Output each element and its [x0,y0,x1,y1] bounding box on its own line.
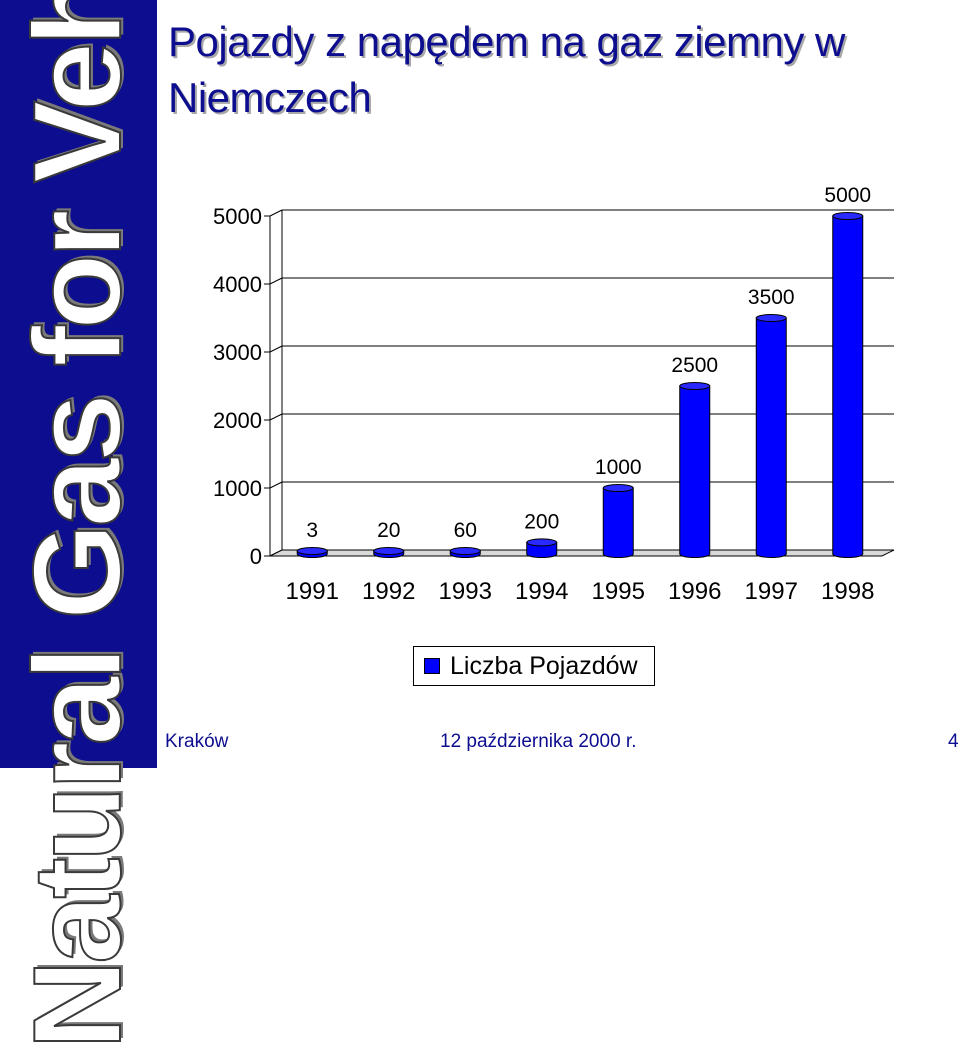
bar-top-1994 [526,538,558,547]
chart-legend: Liczba Pojazdów [413,646,655,686]
x-tick-label-1998: 1998 [821,578,874,605]
bar-1994 [526,541,558,558]
y-tick-label: 4000 [213,272,262,297]
data-label-1992: 20 [377,519,400,542]
bar-top-1998 [832,212,864,220]
bar-1997 [755,317,787,558]
slide-title: Pojazdy z napędem na gaz ziemny w Niemcz… [168,18,845,121]
bar-top-1992 [373,547,405,555]
legend-swatch [424,658,440,674]
data-label-1996: 2500 [671,354,718,377]
x-tick-label-1993: 1993 [439,578,492,605]
x-tick-label-1996: 1996 [668,578,721,605]
bar-1996 [679,385,711,558]
x-tick-label-1994: 1994 [515,578,568,605]
gridline-side [269,345,283,353]
gridline-side [269,209,283,217]
gridline-side [269,277,283,285]
bar-top-1991 [296,547,328,555]
gridline-side [269,481,283,489]
bar-top-1993 [449,547,481,555]
data-label-1994: 200 [524,510,559,533]
y-tick-label: 3000 [213,340,262,365]
bar-1995 [602,487,634,558]
page-number: 4 [948,731,959,752]
y-tick-label: 1000 [213,476,262,501]
bar-top-1995 [602,484,634,492]
data-label-1993: 60 [454,519,477,542]
data-label-1997: 3500 [748,286,795,309]
data-label-1998: 5000 [824,184,871,207]
y-tick-label: 0 [250,544,262,569]
gridline-side [269,413,283,421]
y-tick-label: 2000 [213,408,262,433]
y-tick-label: 5000 [213,204,262,229]
data-label-1991: 3 [306,519,318,542]
bar-chart: 0 1000 2000 3000 4000 5000 3 1991 20 1992 60 1993 20… [213,184,895,605]
sidebar-banner: Natural Gas for Vehicles [0,0,157,1049]
x-tick-label-1992: 1992 [362,578,415,605]
bar-1998 [832,215,864,558]
footer-location: Kraków [165,731,229,752]
footer-date: 12 października 2000 r. [440,731,637,752]
legend-label: Liczba Pojazdów [450,651,638,680]
x-tick-label-1991: 1991 [286,578,339,605]
bar-top-1997 [755,314,787,322]
x-tick-label-1995: 1995 [592,578,645,605]
bar-top-1996 [679,382,711,390]
data-label-1995: 1000 [595,456,642,479]
x-tick-label-1997: 1997 [745,578,798,605]
chart-floor [269,549,895,557]
